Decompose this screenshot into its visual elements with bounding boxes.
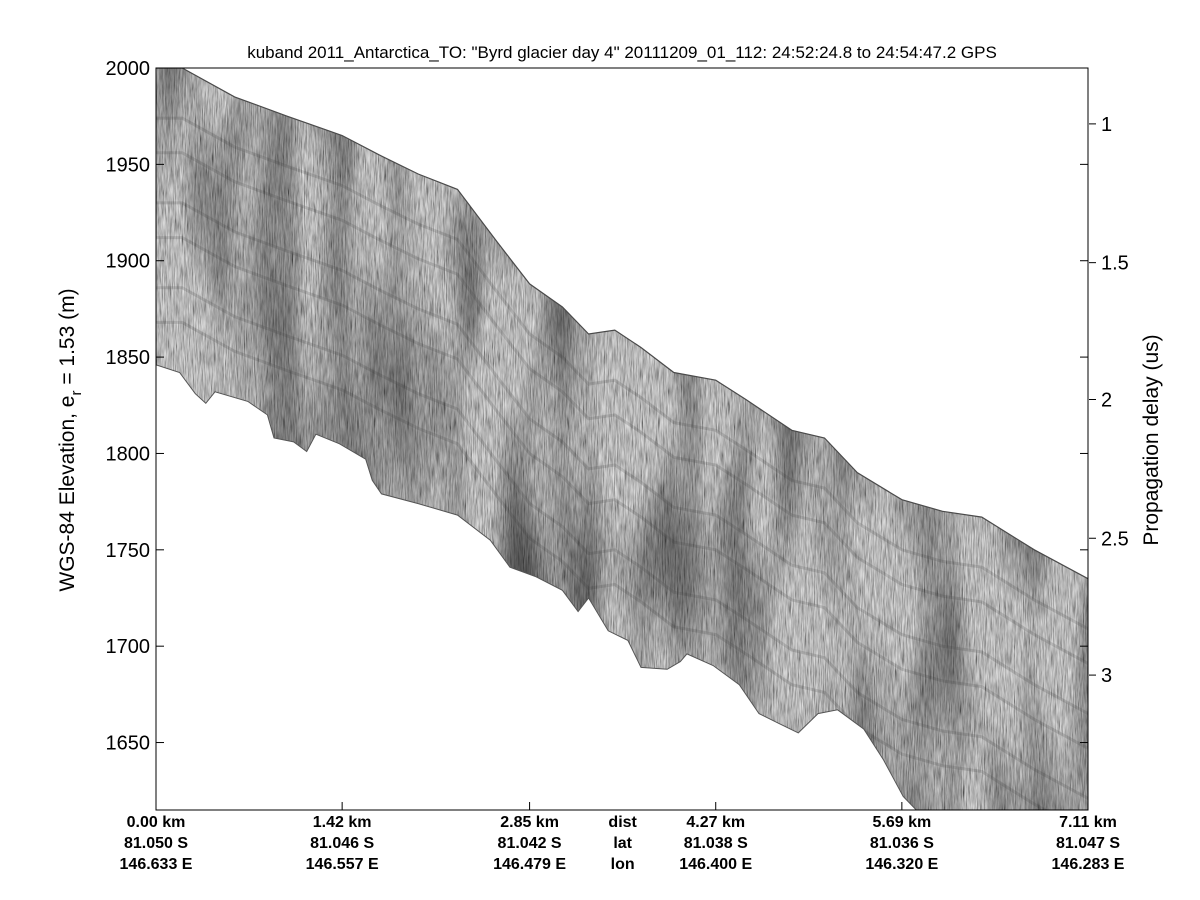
y-tick-label: 1650 — [106, 733, 151, 755]
left-axis-ticks: 1650 1700 1750 1800 1850 1900 1950 2000 — [106, 58, 1088, 755]
x-lon-label: 146.400 E — [679, 856, 752, 873]
internal-layer — [156, 151, 1088, 665]
radar-echogram-image — [156, 68, 1088, 810]
y-tick-label: 1750 — [106, 540, 151, 562]
x-dist-label: 2.85 km — [500, 814, 559, 831]
right-axis-ticks: 1 1.5 2 2.5 3 — [1089, 114, 1129, 687]
chart-title: kuband 2011_Antarctica_TO: "Byrd glacier… — [247, 43, 997, 62]
y2-tick-label: 2.5 — [1101, 528, 1129, 550]
internal-layer — [156, 286, 1088, 800]
y2-tick-label: 1.5 — [1101, 253, 1129, 275]
ice-surface-trace — [156, 68, 1088, 580]
x-lon-label: 146.283 E — [1052, 856, 1125, 873]
y-tick-label: 1850 — [106, 347, 151, 369]
x-dist-label: 1.42 km — [313, 814, 372, 831]
x-lat-label: 81.036 S — [870, 835, 934, 852]
plot-frame — [155, 67, 1089, 811]
y2-tick-label: 2 — [1101, 389, 1112, 411]
row-label-lat: lat — [613, 835, 632, 852]
y-tick-label: 1900 — [106, 251, 151, 273]
internal-layer — [156, 320, 1088, 810]
x-lat-label: 81.038 S — [684, 835, 748, 852]
x-lon-label: 146.557 E — [306, 856, 379, 873]
y2-tick-label: 3 — [1101, 665, 1112, 687]
y-axis-label: WGS-84 Elevation, er = 1.53 (m) — [56, 288, 85, 591]
x-lon-label: 146.479 E — [493, 856, 566, 873]
x-lon-label: 146.320 E — [865, 856, 938, 873]
internal-layer — [156, 236, 1088, 750]
row-label-lon: lon — [611, 856, 635, 873]
x-lon-label: 146.633 E — [120, 856, 193, 873]
internal-layer — [156, 116, 1088, 631]
x-dist-label: 7.11 km — [1059, 814, 1117, 831]
right-axis-label: Propagation delay (us) — [1140, 334, 1163, 545]
y-tick-label: 1700 — [106, 636, 151, 658]
x-lat-label: 81.047 S — [1056, 835, 1120, 852]
x-lat-label: 81.050 S — [124, 835, 188, 852]
x-dist-label: 4.27 km — [686, 814, 745, 831]
internal-layer — [156, 201, 1088, 715]
distance-lat-lon-labels: 0.00 km 81.050 S 146.633 E 1.42 km 81.046 S 1… — [120, 802, 1125, 873]
y-tick-label: 1800 — [106, 443, 151, 465]
x-dist-label: 5.69 km — [873, 814, 932, 831]
y-tick-label: 2000 — [106, 58, 151, 80]
ice-bottom-trace — [156, 364, 917, 810]
y-tick-label: 1950 — [106, 154, 151, 176]
y2-tick-label: 1 — [1101, 114, 1112, 136]
x-lat-label: 81.042 S — [498, 835, 562, 852]
row-label-dist: dist — [608, 814, 637, 831]
x-dist-label: 0.00 km — [127, 814, 186, 831]
x-lat-label: 81.046 S — [310, 835, 374, 852]
